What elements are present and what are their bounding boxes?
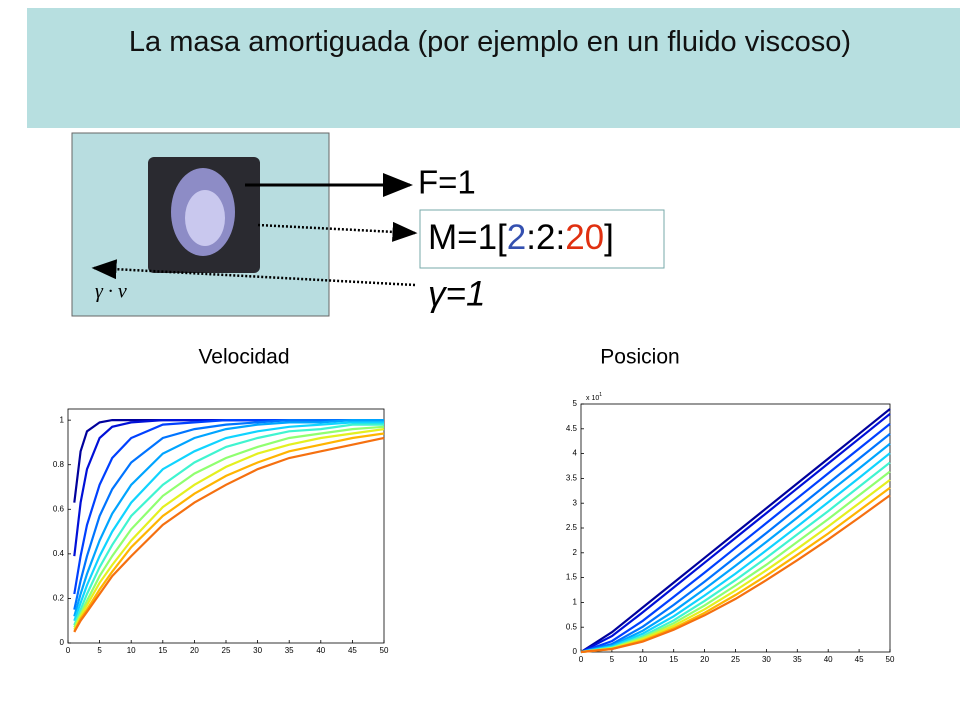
damping-label: γ=1 [428,274,485,313]
y-tick-label: 0.5 [566,622,578,631]
x-tick-label: 0 [579,655,584,664]
y-tick-label: 2 [573,548,578,557]
series-line [580,442,891,654]
series-line [73,436,385,633]
series-line [580,461,891,654]
series-line [73,419,384,617]
x-tick-label: 35 [793,655,802,664]
y-tick-label: 5 [573,399,578,408]
y-tick-label: 0 [573,647,578,656]
x-tick-label: 15 [158,646,167,655]
series-line [73,425,385,628]
x-tick-label: 25 [222,646,231,655]
face [185,190,225,246]
series-line [580,494,891,654]
series-line [580,408,891,653]
chart-title: Velocidad [198,346,289,369]
offset-exponent: 1 [599,392,602,398]
y-tick-label: 0.8 [53,460,65,469]
x-tick-label: 0 [66,646,71,655]
series-line [73,432,385,633]
y-tick-label: 0.2 [53,594,65,603]
series-line [73,428,385,631]
offset-base: x 10 [586,395,599,402]
mass-part: 2 [507,218,526,257]
series-line [580,432,891,654]
series-line [73,421,384,622]
series-line [580,422,891,654]
x-tick-label: 5 [610,655,615,664]
mass-box [419,209,665,269]
series-line [580,479,891,654]
y-tick-label: 0.4 [53,549,65,558]
x-tick-label: 30 [762,655,771,664]
x-tick-label: 25 [731,655,740,664]
series-line [73,423,384,626]
y-tick-label: 1.5 [566,573,578,582]
y-tick-label: 4 [573,449,578,458]
x-tick-label: 20 [700,655,709,664]
x-tick-label: 40 [316,646,325,655]
title-box: La masa amortiguada (por ejemplo en un f… [128,26,852,58]
x-tick-label: 35 [285,646,294,655]
x-tick-label: 50 [380,646,389,655]
series-line [580,413,891,653]
title-band [27,8,960,128]
drag-arrow [91,259,416,287]
x-tick-label: 45 [348,646,357,655]
mass-part: M=1[ [428,218,507,257]
y-tick-label: 0.6 [53,504,65,513]
y-tick-label: 1 [60,415,65,424]
chart-title: Posicion [600,346,679,369]
x-tick-label: 20 [190,646,199,655]
y-offset-label: x 101 [586,392,602,402]
x-tick-label: 10 [127,646,136,655]
x-tick-label: 30 [253,646,262,655]
x-tick-label: 5 [97,646,102,655]
mass-part: 20 [565,218,604,257]
slide-title: La masa amortiguada (por ejemplo en un f… [128,26,852,58]
y-tick-label: 0 [60,638,65,647]
series-line [580,470,891,654]
force-label: F=1 [418,164,476,201]
x-tick-label: 15 [669,655,678,664]
series-line [580,452,891,654]
x-tick-label: 10 [638,655,647,664]
y-tick-label: 1 [573,598,578,607]
y-tick-label: 3 [573,498,578,507]
x-tick-label: 45 [855,655,864,664]
y-tick-label: 4.5 [566,424,578,433]
x-tick-label: 50 [886,655,895,664]
mass-label: M=1[2:2:20] [428,218,614,257]
series-line [73,419,384,610]
mass-part: :2: [526,218,565,257]
y-tick-label: 2.5 [566,523,578,532]
x-tick-label: 40 [824,655,833,664]
mass-part: ] [604,218,614,257]
plot-frame [580,403,891,653]
drag-label: γ · v [95,281,127,303]
y-tick-label: 3.5 [566,474,578,483]
